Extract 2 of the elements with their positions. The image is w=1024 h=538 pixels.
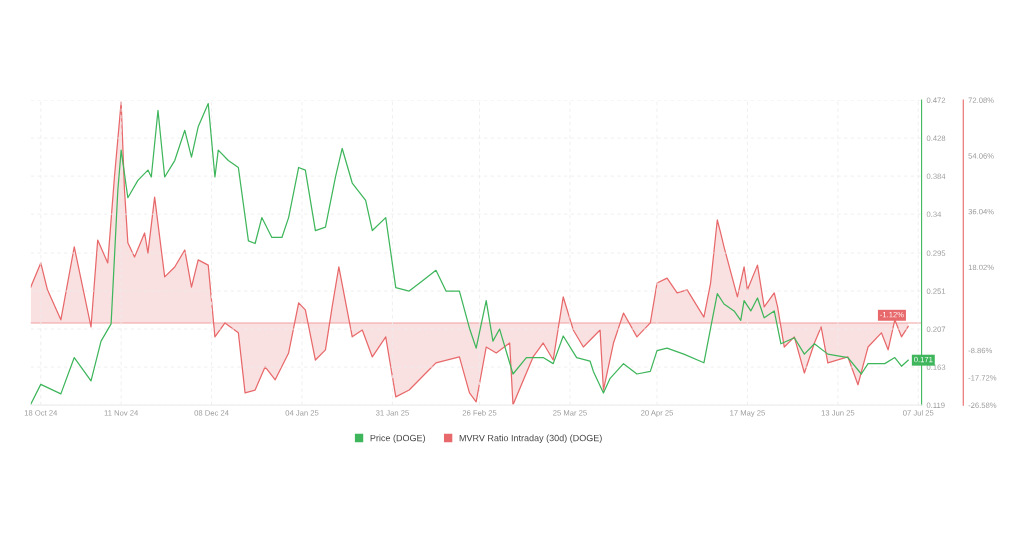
legend-label: MVRV Ratio Intraday (30d) (DOGE) xyxy=(459,434,602,444)
legend-label: Price (DOGE) xyxy=(370,434,426,443)
